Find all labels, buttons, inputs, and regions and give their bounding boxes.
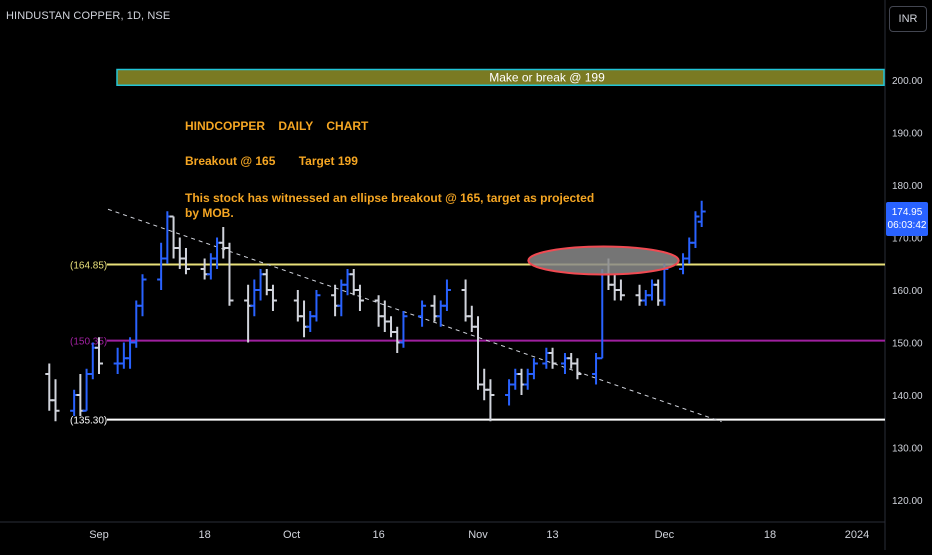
- bar-countdown: 06:03:42: [887, 220, 927, 231]
- last-price-value: 174.95: [891, 207, 923, 218]
- level-label: (164.85): [70, 261, 107, 272]
- x-axis-tick: 18: [198, 529, 210, 541]
- y-axis-tick: 190.00: [892, 129, 923, 140]
- target-zone-label: Make or break @ 199: [489, 70, 605, 84]
- breakout-annotation: Breakout @ 165 Target 199: [185, 154, 358, 168]
- y-axis-tick: 160.00: [892, 286, 923, 297]
- description-annotation: This stock has witnessed an ellipse brea…: [185, 191, 595, 220]
- x-axis-tick: 16: [372, 529, 384, 541]
- symbol-title: HINDUSTAN COPPER, 1D, NSE: [6, 10, 171, 22]
- target-zone-banner: [116, 68, 885, 86]
- y-axis-tick: 170.00: [892, 234, 923, 245]
- chart-heading-annotation: HINDCOPPER DAILY CHART: [185, 119, 369, 133]
- y-axis-tick: 140.00: [892, 391, 923, 402]
- y-axis-tick: 120.00: [892, 496, 923, 507]
- x-axis-tick: 13: [546, 529, 558, 541]
- level-label: (150.35): [70, 337, 107, 348]
- level-label: (135.30): [70, 416, 107, 427]
- currency-button[interactable]: INR: [889, 6, 927, 32]
- y-axis-tick: 150.00: [892, 339, 923, 350]
- x-axis-tick: Dec: [655, 529, 675, 541]
- x-axis-tick: Oct: [283, 529, 300, 541]
- x-axis-tick: 18: [764, 529, 776, 541]
- last-price-tag: 174.95 06:03:42: [886, 202, 928, 236]
- x-axis-tick: 2024: [845, 529, 869, 541]
- x-axis-tick: Nov: [468, 529, 488, 541]
- y-axis-tick: 130.00: [892, 444, 923, 455]
- y-axis-tick: 200.00: [892, 76, 923, 87]
- breakout-ellipse: [527, 245, 680, 276]
- descending-trendline: [107, 208, 722, 423]
- y-axis-tick: 180.00: [892, 181, 923, 192]
- x-axis-tick: Sep: [89, 529, 109, 541]
